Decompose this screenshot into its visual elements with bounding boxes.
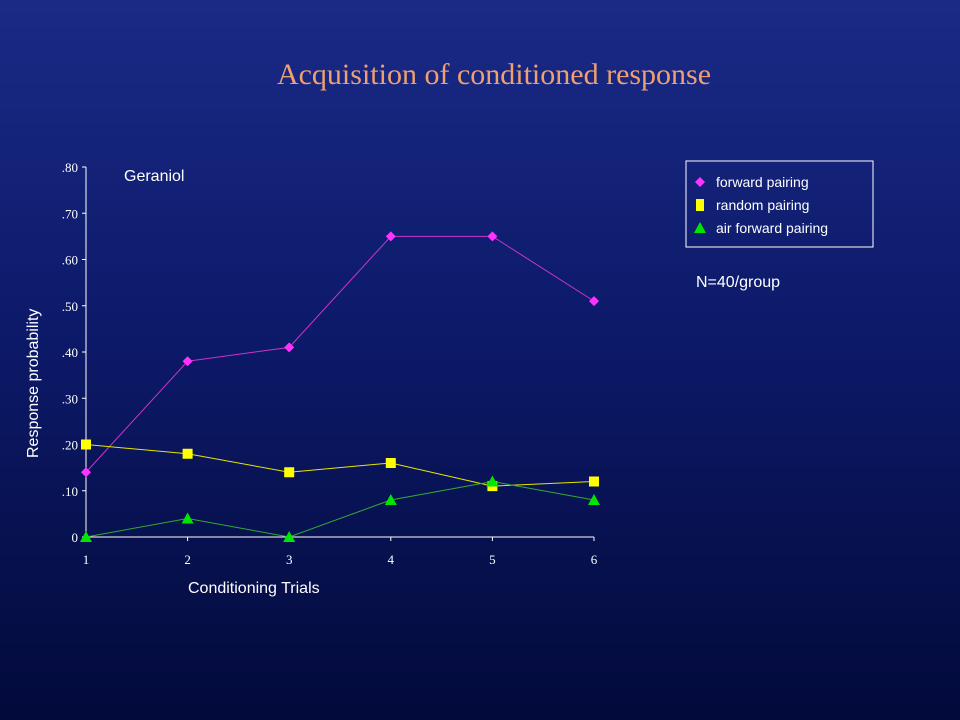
data-point [284,467,295,478]
x-tick-label: 5 [489,552,496,567]
y-tick-label: .10 [62,484,78,499]
legend: forward pairing random pairing air forward… [685,160,874,248]
series-square [81,439,599,492]
x-tick-label: 4 [388,552,395,567]
data-point [284,342,295,353]
legend-item: random pairing [696,197,809,213]
x-tick-label: 1 [83,552,90,567]
data-point [588,494,600,505]
x-tick-label: 6 [591,552,598,567]
data-point [80,531,92,542]
data-point [385,231,396,242]
legend-item: forward pairing [695,174,809,190]
y-tick-label: .60 [62,253,78,268]
series-line [85,235,595,473]
series-triangle [80,475,600,542]
data-point [487,231,498,242]
legend-label: air forward pairing [716,220,828,236]
data-point [81,467,91,478]
legend-box [685,160,874,248]
y-tick-label: .50 [62,299,78,314]
y-axis-label: Response probability [25,309,42,458]
series-line [85,444,595,487]
y-tick-label: .70 [62,206,78,221]
legend-label: forward pairing [716,174,809,190]
legend-marker [694,222,706,233]
y-tick-label: .40 [62,345,78,360]
data-point [81,439,91,450]
legend-item: air forward pairing [694,220,828,236]
legend-marker [695,177,705,187]
series-diamond [81,231,599,478]
chart-annotation: Geraniol [124,168,184,185]
x-axis-ticks: 1 2 3 4 5 6 [83,537,598,567]
data-point [589,476,599,487]
legend-marker [696,199,704,211]
x-tick-label: 3 [286,552,293,567]
data-point [283,531,296,542]
data-point [384,494,397,505]
data-point [182,448,193,459]
y-tick-label: .30 [62,391,78,406]
y-tick-label: 0 [72,530,79,545]
y-tick-label: .80 [62,160,78,175]
data-point [182,356,193,367]
slide-title: Acquisition of conditioned response [276,58,712,91]
chart-axes [85,167,594,538]
series-line [85,480,595,538]
data-point [486,475,499,487]
x-axis-label: Conditioning Trials [188,580,320,597]
data-point [385,458,396,468]
sample-size-note: N=40/group [696,274,780,291]
legend-label: random pairing [716,197,809,213]
x-tick-label: 2 [184,552,191,567]
y-tick-label: .20 [62,438,78,453]
data-point [589,296,599,307]
y-axis-ticks: 0 .10 .20 .30 .40 .50 .60 .70 .80 [62,160,86,545]
data-point [181,512,194,524]
chart-series [80,231,600,542]
